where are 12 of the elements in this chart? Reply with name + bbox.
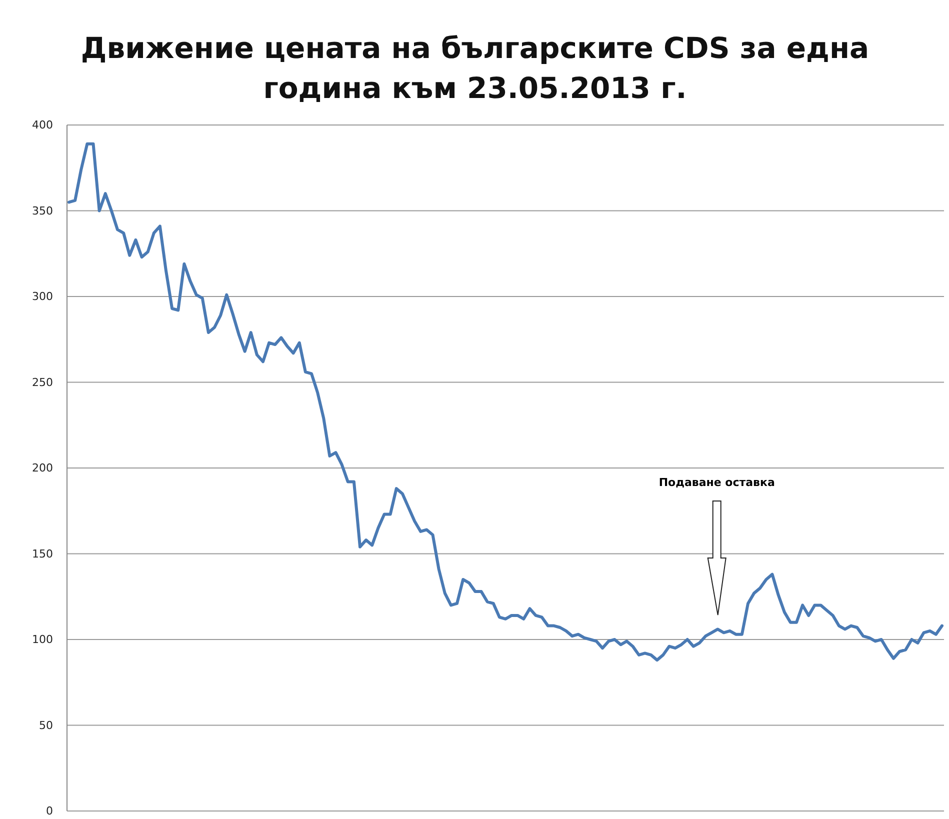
chart-title: Движение цената на българските CDS за една година към 23.05.2013 г. <box>80 31 870 105</box>
y-tick-label: 400 <box>32 118 53 132</box>
y-tick-label: 0 <box>46 804 53 818</box>
y-tick-label: 250 <box>32 376 53 389</box>
y-tick-label: 150 <box>32 547 53 560</box>
line-series <box>68 142 944 662</box>
y-tick-label: 350 <box>32 204 53 218</box>
y-tick-label: 100 <box>32 633 53 646</box>
y-tick-label: 300 <box>32 290 53 304</box>
y-tick-label: 200 <box>32 462 53 475</box>
annotation: Подаване оставка <box>658 476 775 489</box>
y-tick-label: 50 <box>39 718 53 732</box>
